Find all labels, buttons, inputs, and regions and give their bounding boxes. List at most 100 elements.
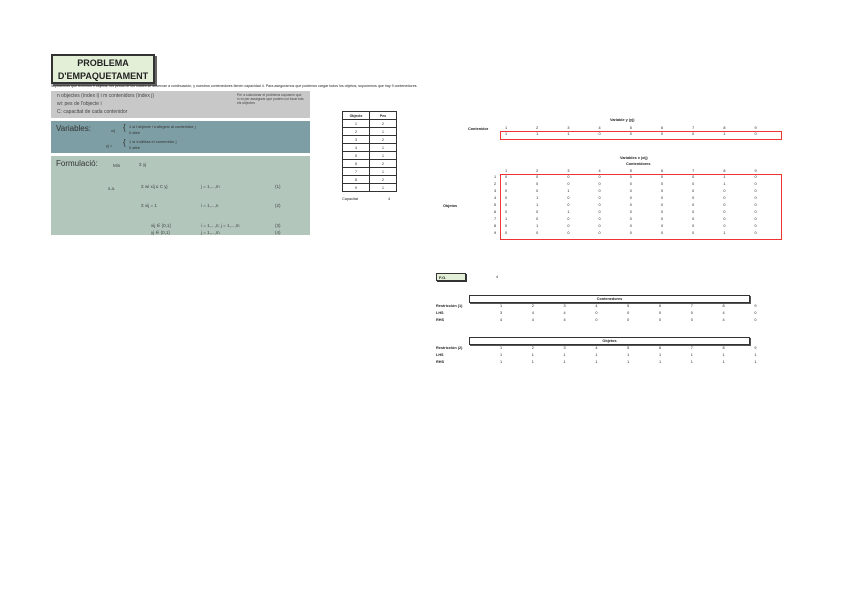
r1-col-header: 7 [690,304,693,308]
x-value-cell: 1 [504,217,508,221]
y-col-header: 2 [536,126,539,130]
r1-col-header: 5 [627,304,630,308]
y-value-cell: 0 [629,132,632,136]
x-row-header: 7 [494,217,497,221]
x-value-cell: 0 [754,210,757,214]
y-value-cell: 0 [692,132,695,136]
x-value-cell: 0 [660,210,664,214]
r1-lhs-label: LHS [436,311,444,315]
x-value-cell: 0 [754,189,757,193]
given-note: Per a solucionar el problema suposem que… [237,93,304,106]
y-vars-title: Variable y (yj) [610,118,635,122]
constraint-expr: yj ∈ {0,1} [151,230,170,235]
y-value-cell: 1 [567,132,570,136]
r1-rhs-label: RHS [436,318,445,322]
x-value-cell: 0 [629,182,632,186]
weights-cell: 5 [342,151,370,160]
constraint-expr: Σ xij = 1 [141,203,157,208]
x-value-cell: 0 [723,217,726,221]
r2-col-header: 9 [754,346,757,350]
weights-cell: 2 [369,119,397,128]
x-value-cell: 1 [723,175,726,179]
y-def-2: 0 altre [129,145,141,150]
r1-rhs-cell: 0 [658,318,662,322]
x-value-cell: 0 [598,210,601,214]
x-col-header: 8 [723,169,726,173]
x-value-cell: 0 [723,196,726,200]
r1-col-header: 1 [499,304,503,308]
x-value-cell: 0 [629,217,632,221]
weights-cell: 7 [342,167,370,176]
x-value-cell: 0 [629,224,632,228]
r2-lhs-cell: 1 [499,353,503,357]
x-vars-subtitle: Contenidores [626,162,651,166]
capacity-label: Capacitat [342,197,359,201]
x-value-cell: 0 [723,224,726,228]
y-label: yj = [106,143,113,148]
x-value-cell: 0 [567,175,570,179]
r2-col-header: 4 [595,346,598,350]
x-vars-title: Variables x (xij) [620,156,648,160]
weights-cell: 1 [369,143,397,152]
variables-box: Variables: xij { 1 si l'objecte i s'afeg… [51,121,310,153]
weights-cell: 9 [342,183,370,192]
x-value-cell: 0 [692,196,695,200]
weights-cell: 1 [369,127,397,136]
x-value-cell: 0 [598,196,601,200]
objective: Σ yj [139,162,147,167]
r2-rhs-cell: 1 [690,360,693,364]
x-col-header: 3 [567,169,570,173]
r1-col-header: 4 [595,304,598,308]
weights-table: Objecte Pes 1 2 2 1 3 2 4 1 5 1 6 2 7 1 8 2 9 1 [342,111,397,192]
x-value-cell: 0 [536,217,539,221]
x-value-cell: 0 [504,203,508,207]
weights-cell: 6 [342,159,370,168]
x-value-cell: 0 [692,210,695,214]
r2-lhs-cell: 1 [690,353,693,357]
x-value-cell: 0 [567,203,570,207]
x-value-cell: 0 [723,210,726,214]
x-value-cell: 0 [692,175,695,179]
r1-rhs-cell: 4 [531,318,534,322]
given-box: n objectes (índex i) i m contenidors (ín… [51,91,310,118]
x-col-header: 6 [660,169,664,173]
x-def-2: 0 altre [129,130,141,135]
y-col-header: 5 [629,126,632,130]
y-col-header: 7 [692,126,695,130]
constraint-expr: xij ∈ {0,1} [151,223,171,228]
r2-rhs-cell: 1 [499,360,503,364]
weights-cell: 2 [342,127,370,136]
r2-rhs-cell: 1 [722,360,725,364]
x-value-cell: 1 [536,224,539,228]
r1-lhs-cell: 0 [627,311,630,315]
x-row-header: 9 [494,231,497,235]
x-value-cell: 0 [754,175,757,179]
constraint-number: (3) [275,223,281,228]
r1-col-header: 3 [563,304,566,308]
weights-cell: 2 [369,135,397,144]
x-value-cell: 0 [536,182,539,186]
weights-cell: 1 [342,119,370,128]
x-value-cell: 0 [629,231,632,235]
x-value-cell: 0 [754,182,757,186]
fo-label: F.O. [436,273,466,281]
constraint-number: (4) [275,230,281,235]
x-row-header: 2 [494,182,497,186]
x-value-cell: 0 [754,231,757,235]
x-row-header: 1 [494,175,497,179]
x-value-cell: 0 [504,210,508,214]
x-value-cell: 0 [598,217,601,221]
x-value-cell: 0 [504,196,508,200]
x-value-cell: 0 [598,182,601,186]
x-value-cell: 0 [536,189,539,193]
x-value-cell: 1 [723,182,726,186]
x-value-cell: 0 [660,189,664,193]
x-col-header: 7 [692,169,695,173]
constraint-expr: Σ wi xij ≤ C yj [141,184,168,189]
x-value-cell: 0 [504,175,508,179]
min-label: Min [113,163,121,168]
x-col-header: 4 [598,169,601,173]
